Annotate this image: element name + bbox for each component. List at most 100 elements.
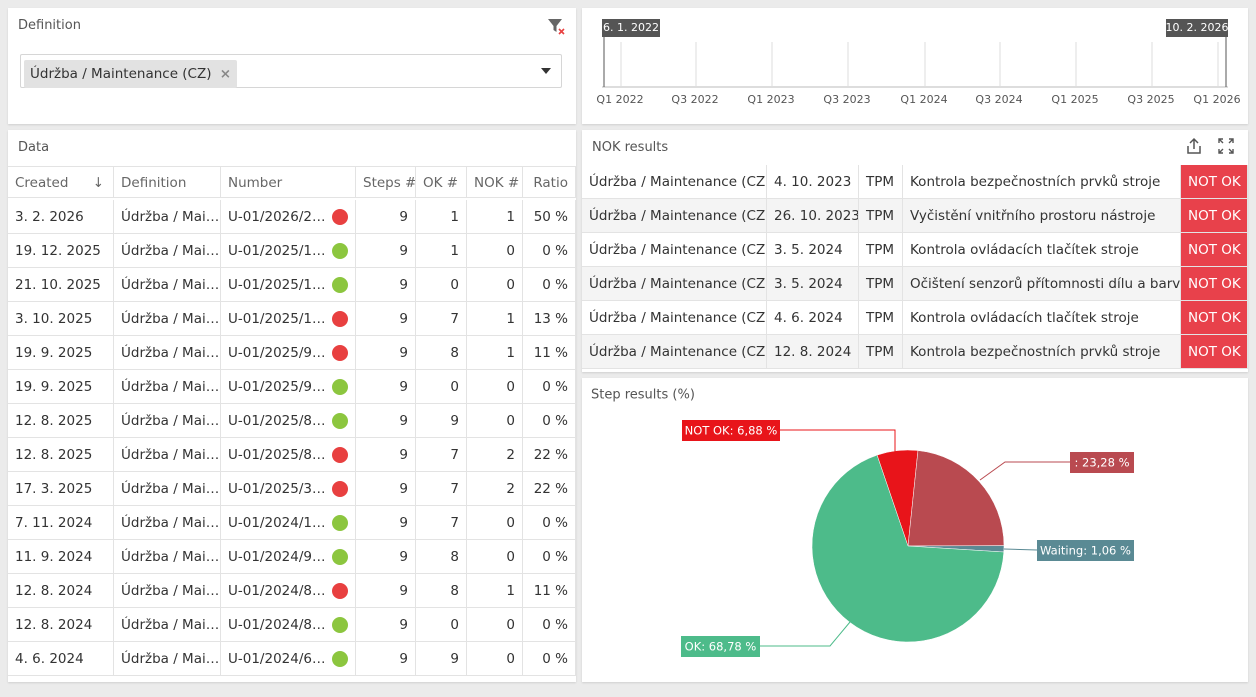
table-cell: 3. 10. 2025 bbox=[8, 302, 114, 336]
clear-filter-icon[interactable] bbox=[546, 16, 566, 36]
cell-text: 1 bbox=[506, 311, 515, 327]
cell-text: 12. 8. 2024 bbox=[15, 583, 93, 599]
table-cell: TPM bbox=[859, 233, 903, 267]
cell-text: 7. 11. 2024 bbox=[15, 515, 93, 531]
table-cell: 3. 2. 2026 bbox=[8, 200, 114, 234]
table-cell: Údržba / Mai… bbox=[114, 200, 221, 234]
timeline-tick-label: Q1 2026 bbox=[1193, 93, 1240, 106]
column-header[interactable]: Steps # bbox=[356, 166, 416, 198]
table-cell: 9 bbox=[356, 302, 416, 336]
table-cell: U-01/2024/8… bbox=[221, 574, 356, 608]
table-cell: NOT OK bbox=[1181, 233, 1248, 267]
cell-text: U-01/2025/1… bbox=[228, 277, 326, 293]
table-cell: U-01/2025/1… bbox=[221, 268, 356, 302]
cell-text: 9 bbox=[399, 277, 408, 293]
fullscreen-icon[interactable] bbox=[1218, 138, 1234, 154]
header-text: Steps # bbox=[363, 175, 416, 191]
definition-panel: Definition Údržba / Maintenance (CZ) × bbox=[8, 8, 576, 124]
table-cell: 0 bbox=[467, 404, 523, 438]
table-cell: U-01/2024/9… bbox=[221, 540, 356, 574]
export-icon[interactable] bbox=[1185, 137, 1203, 155]
header-text: Number bbox=[228, 175, 283, 191]
table-cell: U-01/2025/9… bbox=[221, 336, 356, 370]
table-cell: 22 % bbox=[523, 472, 576, 506]
cell-text: NOT OK bbox=[1188, 242, 1241, 258]
column-header[interactable]: Created ↓ bbox=[8, 166, 114, 198]
status-dot bbox=[332, 413, 348, 429]
data-label: OK: 68,78 % bbox=[685, 640, 757, 654]
table-cell: U-01/2025/3… bbox=[221, 472, 356, 506]
definition-select[interactable] bbox=[20, 54, 562, 88]
label-box bbox=[1037, 540, 1134, 561]
table-cell: 1 bbox=[467, 200, 523, 234]
cell-text: 22 % bbox=[533, 481, 568, 497]
table-cell: Údržba / Maintenance (CZ) bbox=[582, 335, 767, 369]
cell-text: 12. 8. 2024 bbox=[15, 617, 93, 633]
cell-text: U-01/2025/8… bbox=[228, 413, 326, 429]
cell-text: 0 bbox=[506, 651, 515, 667]
cell-text: Údržba / Maintenance (CZ) bbox=[589, 174, 767, 190]
table-cell: 12. 8. 2024 bbox=[8, 574, 114, 608]
column-header[interactable]: Number bbox=[221, 166, 356, 198]
data-panel: Data Created ↓ Definition Number Steps # OK #… bbox=[8, 130, 576, 682]
cell-text: U-01/2025/1… bbox=[228, 243, 326, 259]
status-dot bbox=[332, 243, 348, 259]
status-dot bbox=[332, 481, 348, 497]
table-cell: 9 bbox=[356, 540, 416, 574]
timeline-tick-label: Q1 2023 bbox=[747, 93, 794, 106]
table-cell: 0 % bbox=[523, 234, 576, 268]
timeline-tick-label: Q1 2024 bbox=[900, 93, 947, 106]
cell-text: Údržba / Maintenance (CZ) bbox=[589, 344, 767, 360]
cell-text: 0 % bbox=[542, 243, 568, 259]
leader-line bbox=[780, 429, 896, 452]
cell-text: 9 bbox=[399, 243, 408, 259]
leader-line bbox=[760, 621, 851, 647]
table-cell: Údržba / Mai… bbox=[114, 336, 221, 370]
column-header[interactable]: OK # bbox=[416, 166, 467, 198]
cell-text: Kontrola bezpečnostních prvků stroje bbox=[910, 174, 1161, 190]
table-cell: 7 bbox=[416, 438, 467, 472]
table-cell: 0 % bbox=[523, 642, 576, 676]
timeline-tick-label: Q3 2023 bbox=[823, 93, 870, 106]
cell-text: 11 % bbox=[533, 345, 568, 361]
column-header[interactable]: NOK # bbox=[467, 166, 523, 198]
dropdown-arrow[interactable] bbox=[541, 68, 551, 74]
table-cell: 2 bbox=[467, 438, 523, 472]
range-label-bg bbox=[1166, 19, 1228, 37]
header-text: Ratio bbox=[533, 175, 568, 191]
panel-title: Data bbox=[18, 140, 50, 155]
timeline[interactable]: Q1 2022 Q3 2022 Q1 2023 Q3 2023 Q1 2024 Q3 20… bbox=[582, 8, 1248, 124]
cell-text: 12. 8. 2025 bbox=[15, 447, 93, 463]
cell-text: 1 bbox=[506, 345, 515, 361]
cell-text: 0 bbox=[506, 515, 515, 531]
cell-text: Údržba / Mai… bbox=[121, 617, 220, 633]
cell-text: Údržba / Mai… bbox=[121, 413, 220, 429]
table-cell: 7 bbox=[416, 506, 467, 540]
data-label: NOT OK: 6,88 % bbox=[685, 424, 778, 438]
table-cell: Údržba / Mai… bbox=[114, 540, 221, 574]
table-cell: 0 bbox=[467, 506, 523, 540]
table-cell: 9 bbox=[356, 404, 416, 438]
cell-text: 0 % bbox=[542, 651, 568, 667]
cell-text: NOT OK bbox=[1188, 276, 1241, 292]
column-header[interactable]: Definition bbox=[114, 166, 221, 198]
cell-text: 19. 12. 2025 bbox=[15, 243, 101, 259]
table-cell: Údržba / Mai… bbox=[114, 608, 221, 642]
table-cell: 9 bbox=[356, 234, 416, 268]
pie-slice bbox=[907, 450, 1005, 547]
table-cell: 9 bbox=[356, 472, 416, 506]
table-cell: U-01/2024/6… bbox=[221, 642, 356, 676]
cell-text: U-01/2024/1… bbox=[228, 515, 326, 531]
table-cell: U-01/2025/1… bbox=[221, 302, 356, 336]
timeline-tick-label: Q3 2022 bbox=[671, 93, 718, 106]
cell-text: 4. 6. 2024 bbox=[774, 310, 843, 326]
table-cell: 9 bbox=[356, 608, 416, 642]
cell-text: TPM bbox=[866, 174, 895, 190]
selected-tag[interactable]: Údržba / Maintenance (CZ) × bbox=[24, 60, 238, 88]
table-cell: 9 bbox=[356, 574, 416, 608]
table-cell: NOT OK bbox=[1181, 267, 1248, 301]
column-header[interactable]: Ratio bbox=[523, 166, 576, 198]
table-cell: 9 bbox=[356, 268, 416, 302]
table-cell: 4. 10. 2023 bbox=[767, 165, 859, 199]
cell-text: 9 bbox=[399, 481, 408, 497]
